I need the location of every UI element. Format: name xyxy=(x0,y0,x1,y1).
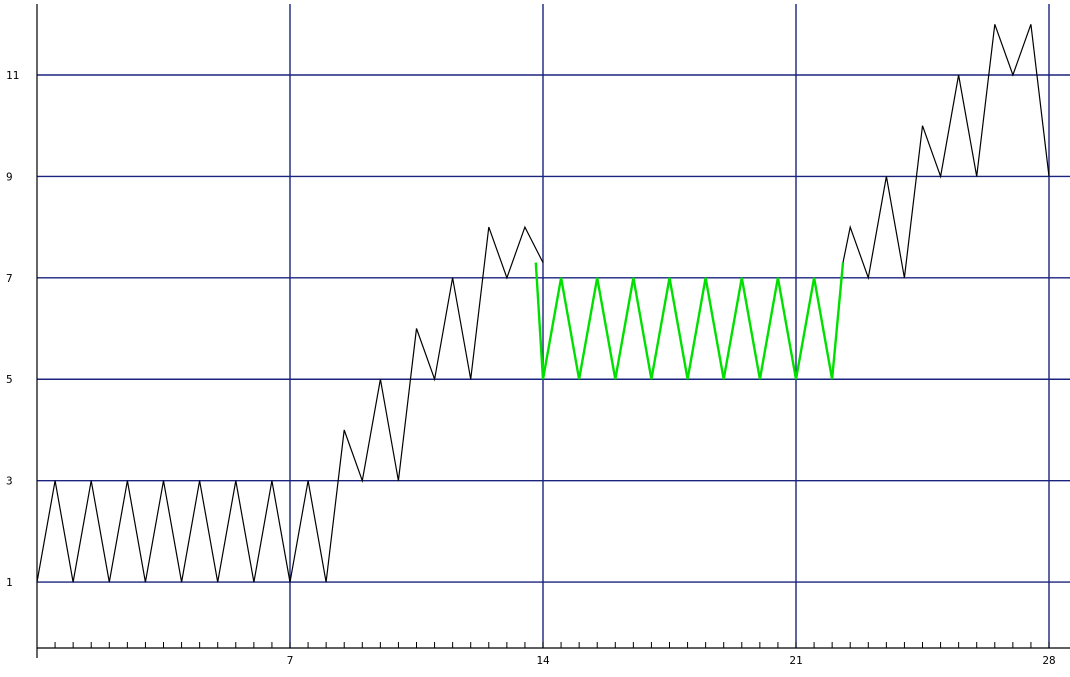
y-tick-label: 11 xyxy=(6,69,19,82)
y-tick-label: 3 xyxy=(6,475,13,488)
x-tick-label: 28 xyxy=(1042,654,1055,667)
y-tick-label: 9 xyxy=(6,170,13,183)
x-tick-label: 14 xyxy=(536,654,550,667)
x-tick-label: 21 xyxy=(789,654,802,667)
y-tick-label: 1 xyxy=(6,576,13,589)
series-line-0 xyxy=(36,225,544,583)
axes-layer xyxy=(36,4,1070,658)
series-layer xyxy=(36,24,1050,583)
y-tick-label: 5 xyxy=(6,373,13,386)
labels-layer: 7 14 21 28 1 3 5 7 9 11 xyxy=(6,69,1056,667)
grid-layer xyxy=(37,4,1070,648)
highlight-series-line-1 xyxy=(534,262,845,380)
y-tick-label: 7 xyxy=(6,272,13,285)
x-tick-label: 7 xyxy=(287,654,294,667)
series-line-2 xyxy=(842,24,1050,281)
